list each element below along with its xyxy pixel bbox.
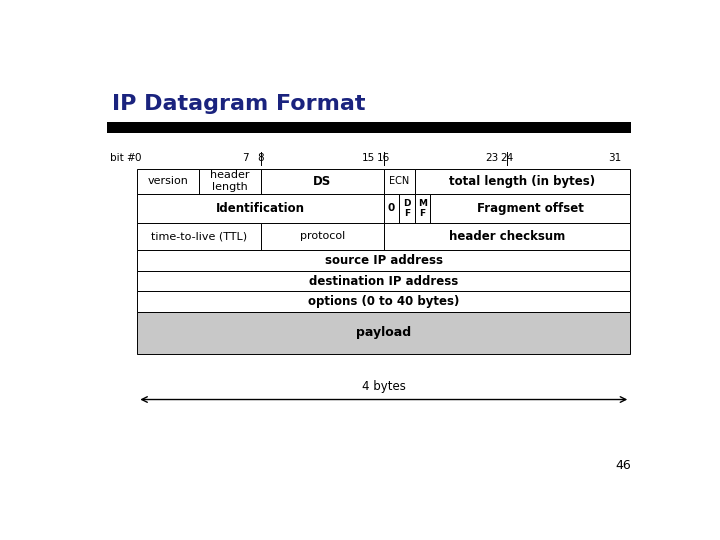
Text: 0: 0 <box>134 153 140 164</box>
Bar <box>138 250 630 271</box>
Bar <box>199 168 261 194</box>
Text: 7: 7 <box>242 153 248 164</box>
Bar <box>261 223 384 250</box>
Bar <box>261 168 384 194</box>
Text: Identification: Identification <box>216 202 305 215</box>
Text: protocol: protocol <box>300 231 345 241</box>
Text: 31: 31 <box>608 153 621 164</box>
Text: payload: payload <box>356 327 411 340</box>
Bar <box>138 223 261 250</box>
Text: 16: 16 <box>377 153 390 164</box>
Bar <box>138 271 630 292</box>
Text: 8: 8 <box>257 153 264 164</box>
Text: Fragment offset: Fragment offset <box>477 202 583 215</box>
Bar <box>107 122 631 133</box>
Text: time-to-live (TTL): time-to-live (TTL) <box>151 231 247 241</box>
Text: M
F: M F <box>418 199 427 218</box>
Text: DS: DS <box>313 175 331 188</box>
Text: 15: 15 <box>361 153 375 164</box>
Bar <box>384 168 415 194</box>
Text: ECN: ECN <box>389 176 409 186</box>
Text: D
F: D F <box>403 199 410 218</box>
Text: IP Datagram Format: IP Datagram Format <box>112 94 366 114</box>
Text: total length (in bytes): total length (in bytes) <box>449 175 595 188</box>
Text: options (0 to 40 bytes): options (0 to 40 bytes) <box>308 295 459 308</box>
Text: header checksum: header checksum <box>449 230 565 243</box>
Bar <box>138 312 630 354</box>
Text: 46: 46 <box>616 460 631 472</box>
Text: header
length: header length <box>210 171 250 192</box>
Text: bit #: bit # <box>109 153 135 164</box>
Bar <box>138 292 630 312</box>
Bar <box>384 223 630 250</box>
Bar <box>384 194 399 223</box>
Bar <box>138 168 199 194</box>
Text: 4 bytes: 4 bytes <box>362 380 406 393</box>
Bar <box>430 194 630 223</box>
Text: source IP address: source IP address <box>325 254 443 267</box>
Text: 24: 24 <box>500 153 513 164</box>
Text: 0: 0 <box>388 203 395 213</box>
Text: destination IP address: destination IP address <box>309 274 459 287</box>
Bar <box>138 194 384 223</box>
Text: version: version <box>148 176 189 186</box>
Bar <box>415 194 430 223</box>
Bar <box>399 194 415 223</box>
Bar <box>415 168 630 194</box>
Text: 23: 23 <box>485 153 498 164</box>
